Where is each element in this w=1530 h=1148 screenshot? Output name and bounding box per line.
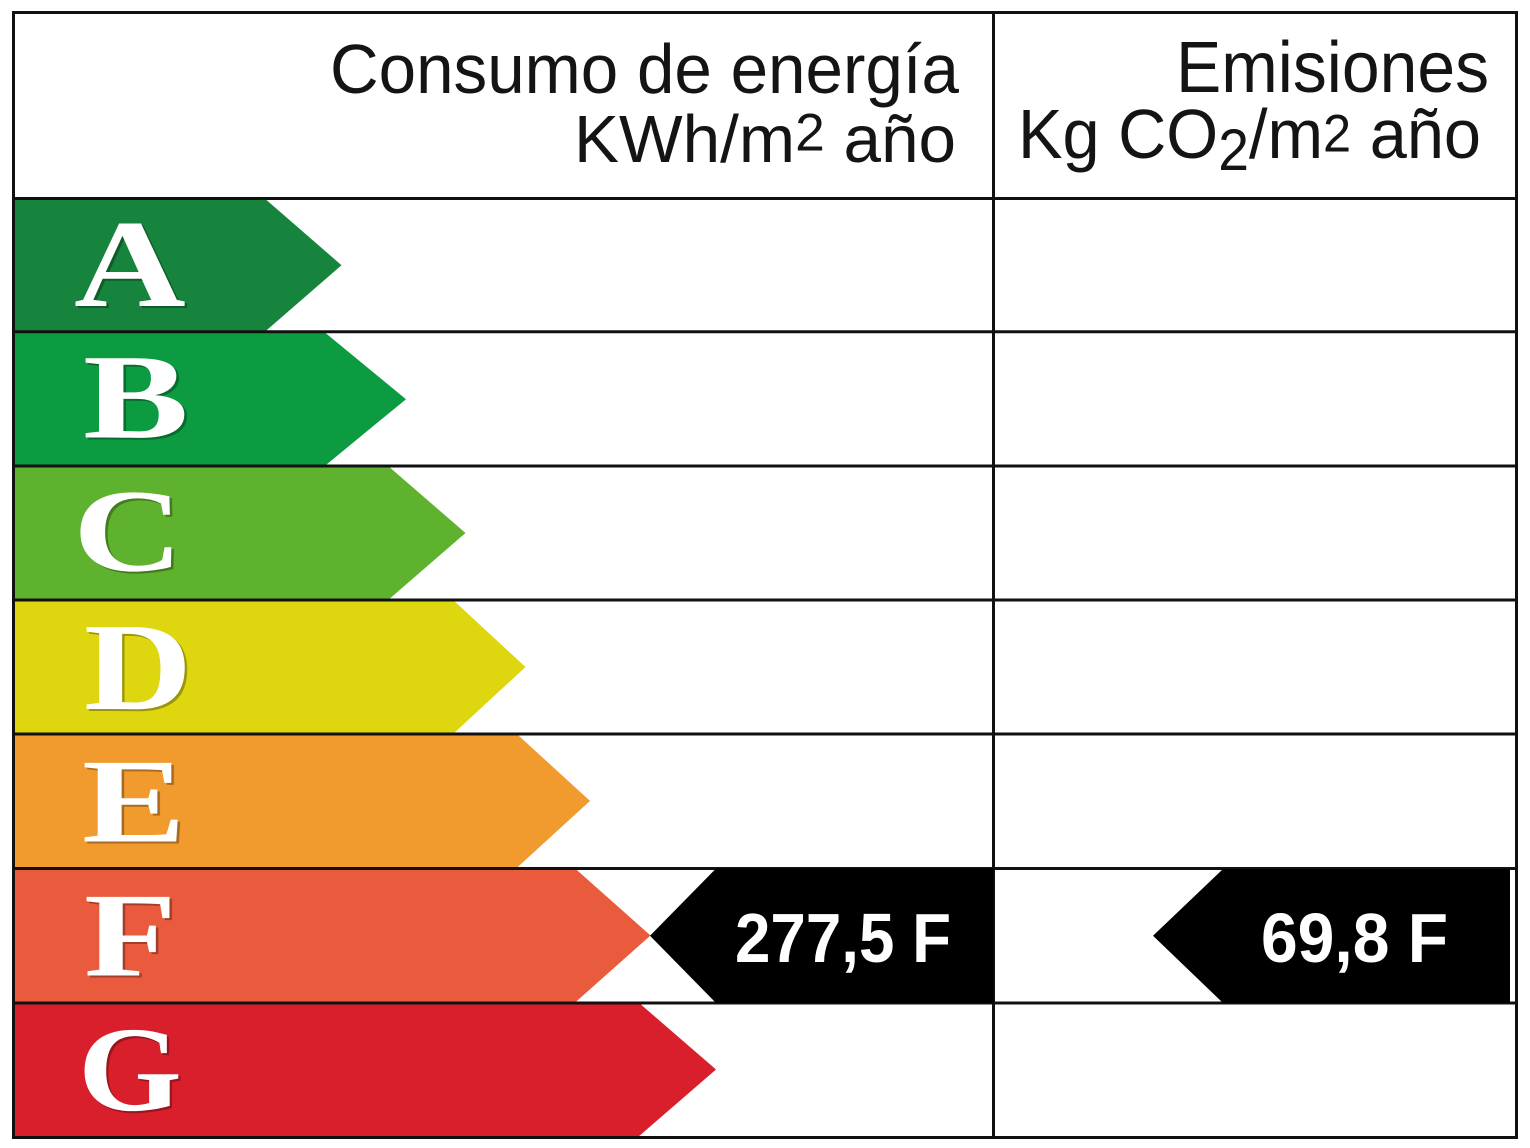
svg-text:277,5 F: 277,5 F: [735, 899, 951, 977]
svg-text:Kg CO2/m2 año: Kg CO2/m2 año: [1018, 95, 1481, 183]
svg-text:E: E: [82, 735, 186, 868]
svg-text:F: F: [84, 869, 177, 1002]
svg-text:69,8 F: 69,8 F: [1261, 899, 1448, 977]
svg-text:A: A: [74, 196, 186, 334]
svg-text:C: C: [73, 467, 183, 597]
svg-text:KWh/m2 año: KWh/m2 año: [574, 102, 956, 177]
svg-text:B: B: [83, 330, 189, 464]
svg-text:Consumo de energía: Consumo de energía: [330, 30, 959, 108]
svg-text:Emisiones: Emisiones: [1176, 28, 1489, 108]
svg-text:G: G: [78, 1002, 182, 1137]
svg-text:D: D: [84, 597, 192, 736]
